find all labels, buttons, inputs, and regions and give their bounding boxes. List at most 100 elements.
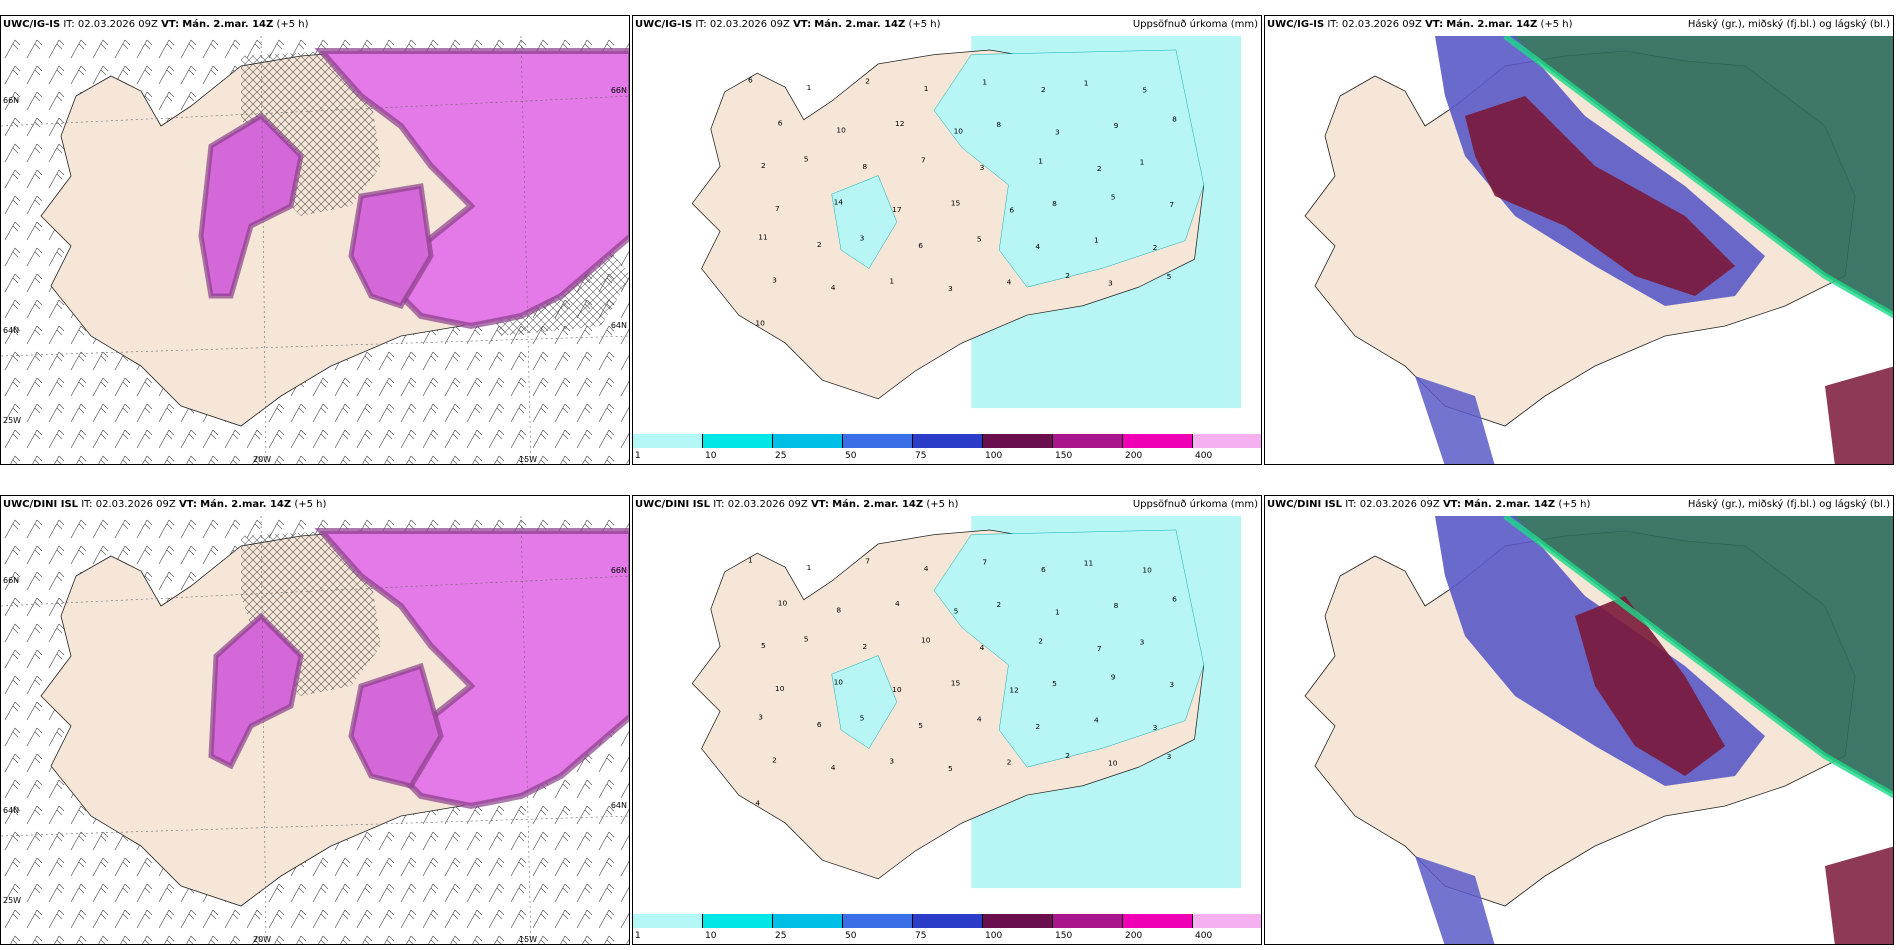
precip-value-label: 3	[980, 163, 985, 172]
colorbar-swatch	[983, 914, 1053, 928]
precip-value-label: 4	[1094, 716, 1099, 725]
colorbar-tick-label: 150	[1055, 931, 1073, 941]
lon-label-20: 20W	[253, 455, 272, 464]
precip-value-label: 3	[772, 276, 777, 285]
precip-value-label: 2	[1065, 751, 1070, 760]
precip-value-label: 6	[1172, 595, 1177, 604]
panel-title: UWC/DINI ISL IT: 02.03.2026 09Z VT: Mán.…	[3, 499, 327, 510]
colorbar-tick-label: 400	[1195, 451, 1213, 461]
precip-value-label: 5	[1111, 193, 1116, 202]
lat-label-66: 66N	[3, 96, 20, 105]
precip-value-label: 15	[951, 198, 961, 207]
precip-value-label: 4	[895, 599, 900, 608]
precip-value-label: 8	[836, 606, 841, 615]
precip-value-label: 4	[755, 798, 760, 807]
precip-value-label: 2	[1035, 722, 1040, 731]
colorbar-swatch	[1053, 434, 1123, 448]
graticule	[1, 516, 629, 944]
mid-cloud-south-east	[1825, 366, 1893, 464]
precip-value-label: 9	[1114, 121, 1119, 130]
precip-values: 6121121561012108398258731217141715685711…	[748, 76, 1177, 328]
precip-value-label: 2	[1041, 85, 1046, 94]
precip-value-label: 10	[755, 318, 765, 327]
colorbar-swatch	[773, 434, 843, 448]
lat-label-66: 66N	[3, 576, 20, 585]
precip-value-label: 12	[1009, 686, 1018, 695]
colorbar-tick-label: 10	[705, 451, 717, 461]
precip-area-north	[933, 529, 1205, 768]
precip-value-label: 1	[1055, 608, 1060, 617]
colorbar-tick-label: 100	[985, 931, 1003, 941]
precip-value-label: 10	[834, 677, 844, 686]
panel-title: UWC/IG-IS IT: 02.03.2026 09Z VT: Mán. 2.…	[635, 19, 941, 30]
cloud-edge-green	[1503, 516, 1893, 799]
precip-value-label: 9	[1111, 673, 1116, 682]
lon-label-25: 25W	[3, 896, 22, 905]
precip-value-label: 5	[860, 714, 865, 723]
precip-value-label: 1	[1094, 236, 1099, 245]
precip-value-label: 10	[778, 598, 788, 607]
mid-cloud-area	[1575, 596, 1725, 776]
cloud-edge-green	[1503, 36, 1893, 319]
precip-value-label: 5	[804, 635, 809, 644]
precip-value-label: 3	[1153, 723, 1158, 732]
colorbar-tick-label: 100	[985, 451, 1003, 461]
precip-value-label: 3	[948, 284, 953, 293]
precip-value-label: 1	[807, 83, 812, 92]
wind-snow-map	[1, 516, 629, 944]
precip-value-label: 2	[761, 161, 766, 170]
precip-value-label: 7	[982, 557, 987, 566]
precip-title: Uppsöfnuð úrkoma (mm)	[1132, 19, 1258, 30]
colorbar-swatch	[913, 434, 983, 448]
precip-value-label: 3	[1108, 278, 1113, 287]
precip-value-label: 3	[1167, 752, 1172, 761]
precip-value-label: 5	[1142, 86, 1147, 95]
cloud-map	[1304, 516, 1893, 944]
precip-value-label: 3	[1055, 128, 1060, 137]
colorbar-swatch	[1193, 434, 1261, 448]
colorbar-tick-label: 50	[845, 931, 857, 941]
colorbar: 1 10 25 50 75 100 150 200 400	[633, 914, 1261, 944]
precip-value-label: 10	[892, 685, 902, 694]
colorbar-tick-label: 400	[1195, 931, 1213, 941]
precip-value-label: 2	[772, 756, 777, 765]
precip-value-label: 10	[1108, 758, 1118, 767]
panel-clouds-row2: UWC/DINI ISL IT: 02.03.2026 09Z VT: Mán.…	[1264, 495, 1894, 945]
precip-value-label: 1	[807, 563, 812, 572]
precip-value-label: 2	[1153, 243, 1158, 252]
precip-value-label: 5	[918, 721, 923, 730]
precip-value-label: 3	[1169, 680, 1174, 689]
precip-value-label: 15	[951, 678, 961, 687]
precip-value-label: 1	[748, 556, 753, 565]
colorbar-tick-label: 75	[915, 451, 927, 461]
colorbar-swatch	[1123, 914, 1193, 928]
colorbar-swatch	[633, 914, 703, 928]
snowfall-area-west	[198, 112, 304, 299]
precip-value-label: 6	[1009, 206, 1014, 215]
colorbar-swatch	[703, 914, 773, 928]
colorbar-swatch	[983, 434, 1053, 448]
precip-value-label: 6	[748, 76, 753, 85]
colorbar-tick-label: 75	[915, 931, 927, 941]
precip-value-label: 10	[836, 126, 846, 135]
precip-value-label: 7	[1169, 200, 1174, 209]
lon-label-25: 25W	[3, 416, 22, 425]
cloud-title: Háský (gr.), miðský (fj.bl.) og lágský (…	[1687, 499, 1890, 510]
panel-wind-snow-row2: UWC/DINI ISL IT: 02.03.2026 09Z VT: Mán.…	[0, 495, 630, 945]
lon-label-15: 15W	[519, 455, 538, 464]
panel-title: UWC/IG-IS IT: 02.03.2026 09Z VT: Mán. 2.…	[1267, 19, 1573, 30]
colorbar-swatch	[1053, 914, 1123, 928]
panel-title: UWC/IG-IS IT: 02.03.2026 09Z VT: Mán. 2.…	[3, 19, 309, 30]
precip-value-label: 4	[977, 715, 982, 724]
lat-label-64-right: 64N	[610, 321, 627, 330]
precip-value-label: 4	[980, 643, 985, 652]
panel-wind-snow-row1: UWC/IG-IS IT: 02.03.2026 09Z VT: Mán. 2.…	[0, 15, 630, 465]
precip-value-label: 1	[1084, 78, 1089, 87]
precip-value-label: 2	[996, 600, 1001, 609]
precip-value-label: 8	[1172, 115, 1177, 124]
precip-value-label: 2	[862, 642, 867, 651]
low-cloud-south	[1415, 856, 1495, 944]
precip-value-label: 7	[775, 204, 780, 213]
cloud-title: Háský (gr.), miðský (fj.bl.) og lágský (…	[1687, 19, 1890, 30]
precip-value-label: 3	[1140, 637, 1145, 646]
